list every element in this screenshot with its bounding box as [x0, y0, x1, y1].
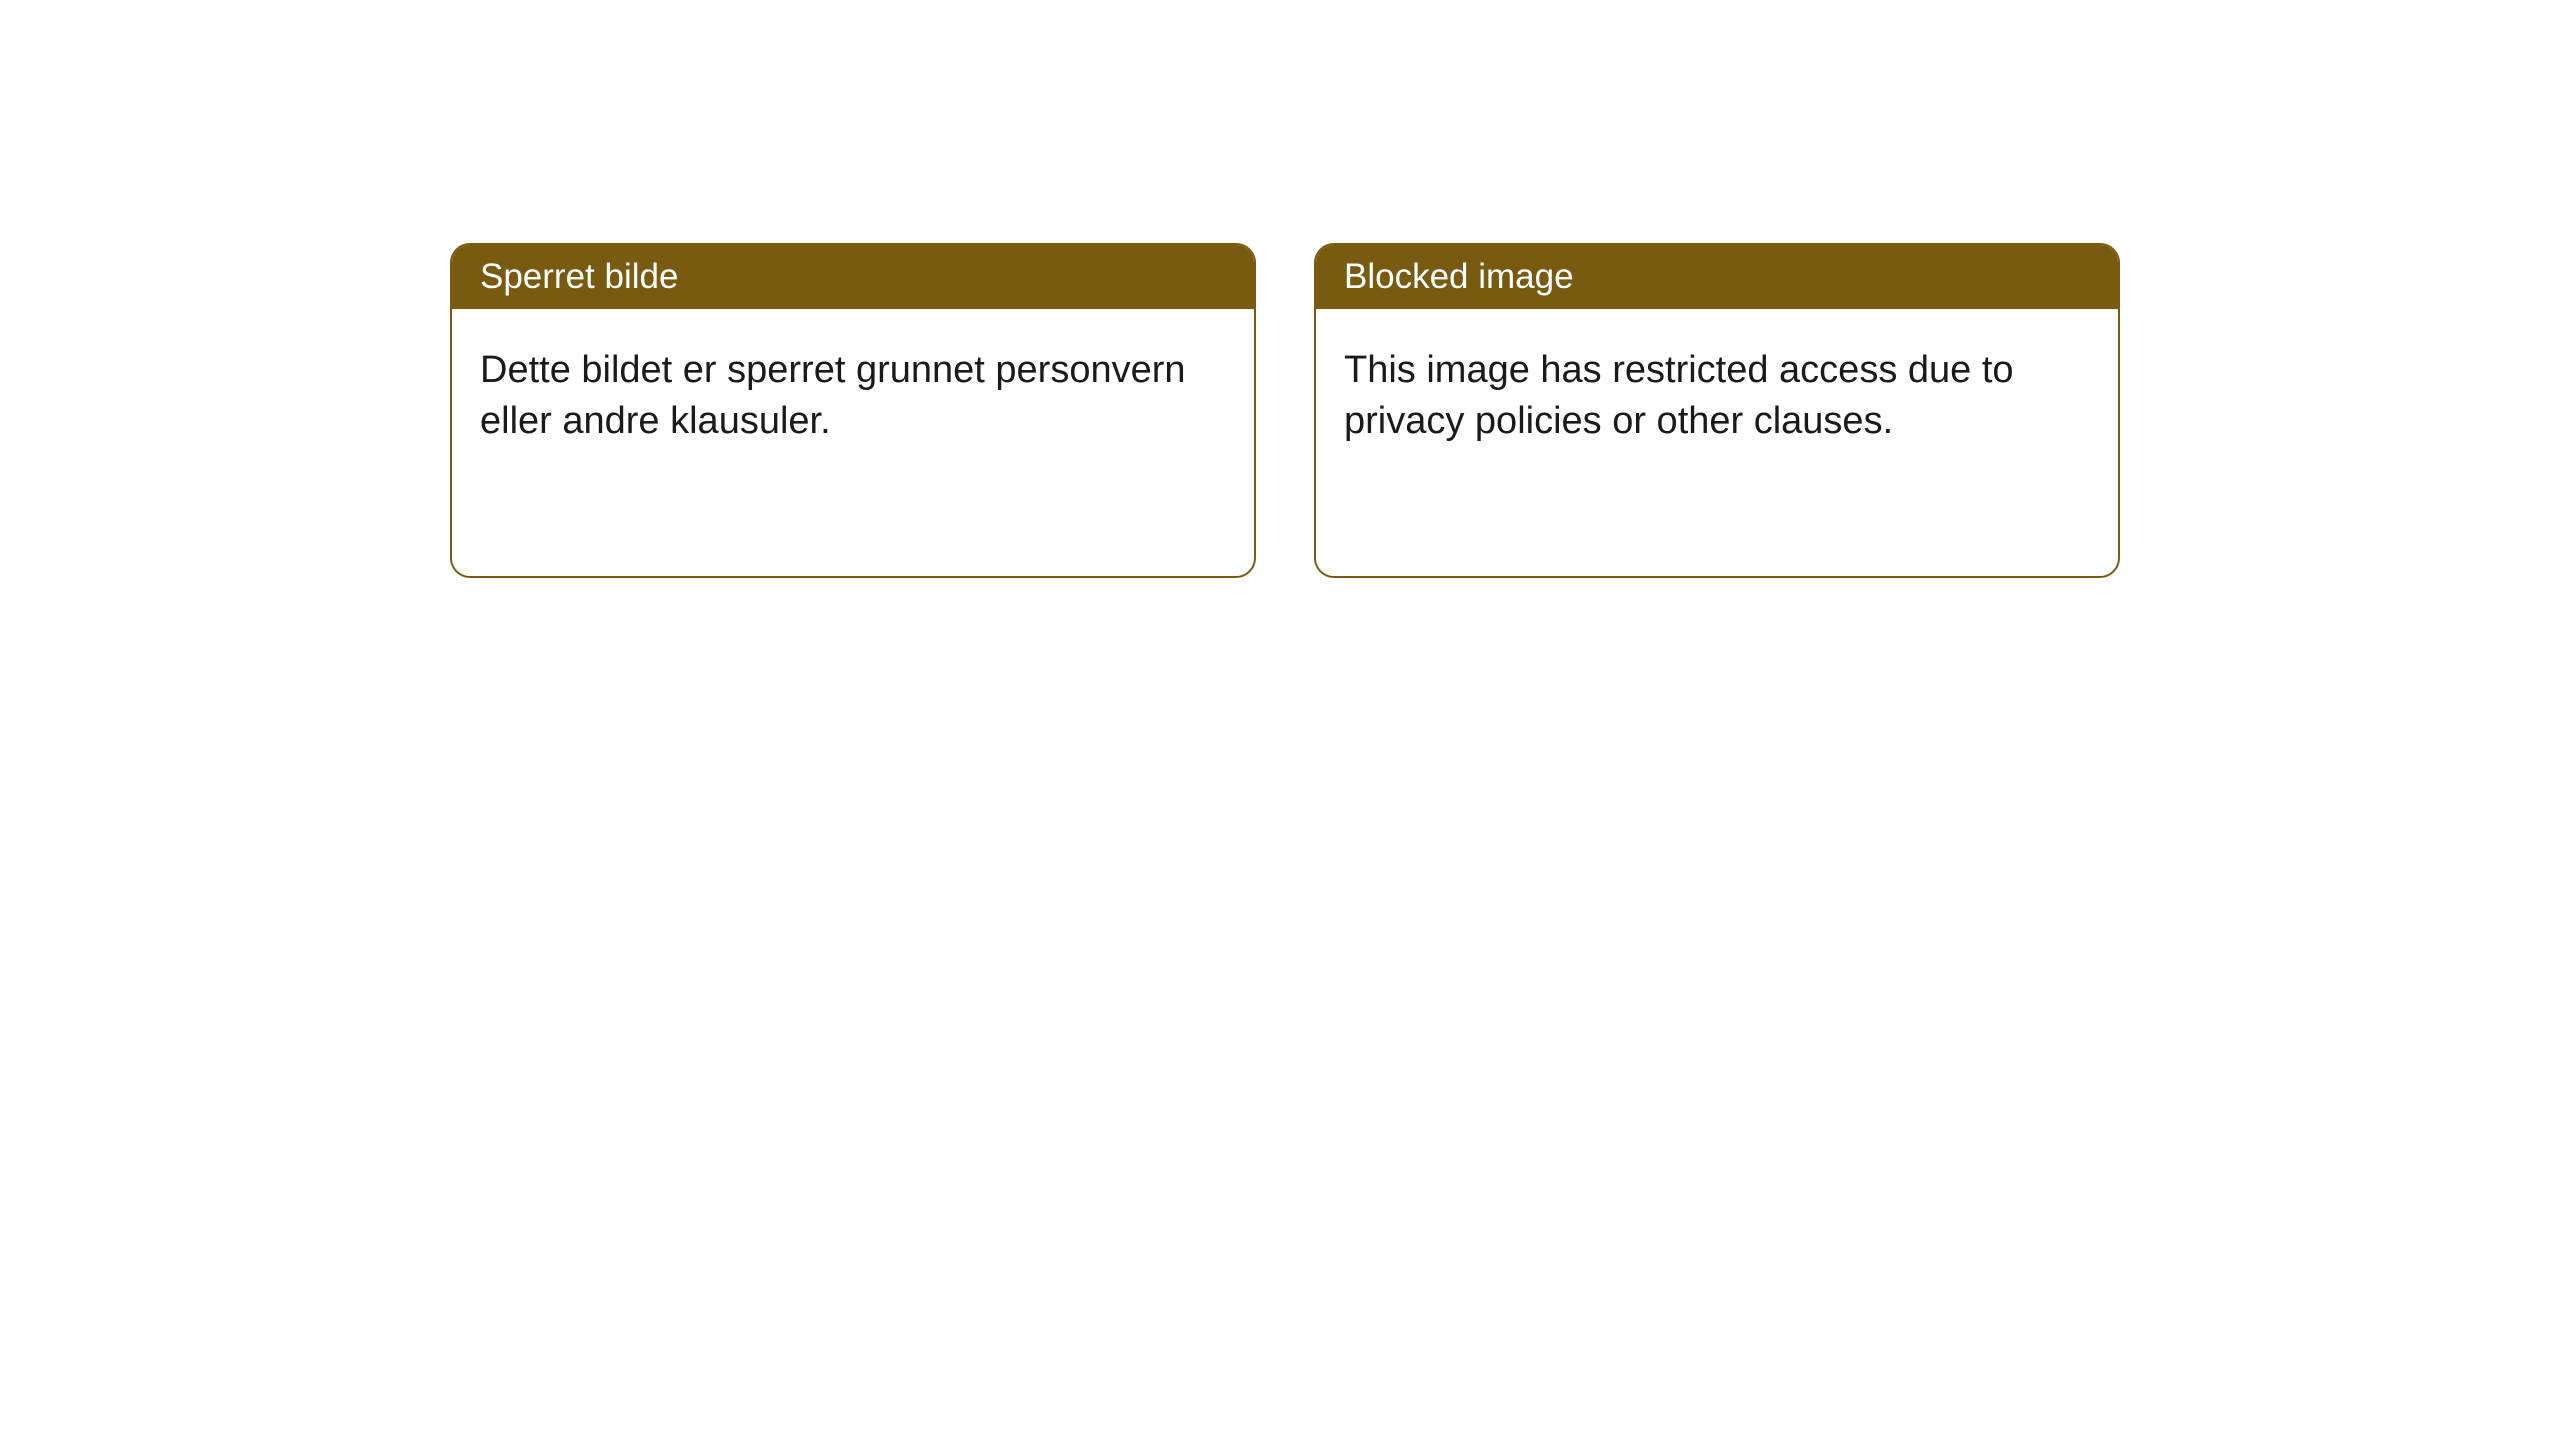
card-body: Dette bildet er sperret grunnet personve…	[452, 309, 1254, 484]
card-body-text: This image has restricted access due to …	[1344, 349, 2014, 442]
card-title: Sperret bilde	[480, 257, 678, 296]
notice-container: Sperret bilde Dette bildet er sperret gr…	[450, 243, 2120, 578]
card-title: Blocked image	[1344, 257, 1574, 296]
blocked-image-card-en: Blocked image This image has restricted …	[1314, 243, 2120, 578]
card-header: Blocked image	[1316, 245, 2118, 309]
card-header: Sperret bilde	[452, 245, 1254, 309]
card-body-text: Dette bildet er sperret grunnet personve…	[480, 349, 1186, 442]
card-body: This image has restricted access due to …	[1316, 309, 2118, 484]
blocked-image-card-no: Sperret bilde Dette bildet er sperret gr…	[450, 243, 1256, 578]
